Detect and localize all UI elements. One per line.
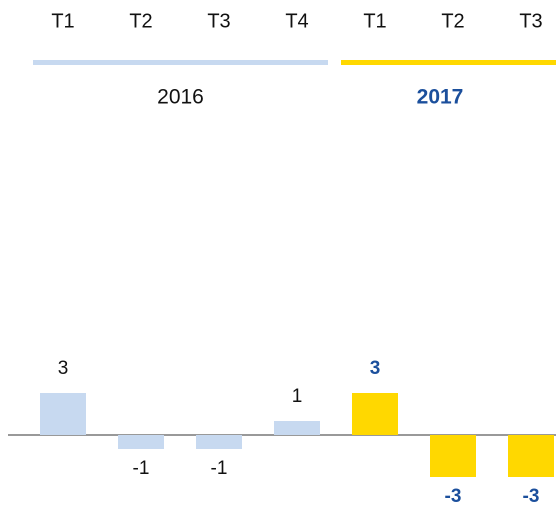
bar xyxy=(430,435,476,477)
value-label: 3 xyxy=(58,358,69,379)
category-label: T4 xyxy=(285,10,308,32)
year-line xyxy=(33,60,328,65)
bar xyxy=(118,435,164,449)
value-label: -3 xyxy=(445,486,462,507)
year-line xyxy=(341,60,556,65)
category-label: T1 xyxy=(51,10,74,32)
category-label: T2 xyxy=(441,10,464,32)
bar xyxy=(352,393,398,435)
category-label: T3 xyxy=(207,10,230,32)
value-label: -3 xyxy=(523,486,540,507)
value-label: -1 xyxy=(133,458,150,479)
bar xyxy=(274,421,320,435)
value-label: -1 xyxy=(211,458,228,479)
year-label: 2017 xyxy=(417,86,464,109)
year-label: 2016 xyxy=(157,86,204,109)
category-label: T2 xyxy=(129,10,152,32)
bar xyxy=(40,393,86,435)
value-label: 1 xyxy=(292,386,303,407)
category-label: T1 xyxy=(363,10,386,32)
bar xyxy=(196,435,242,449)
bar xyxy=(508,435,554,477)
category-label: T3 xyxy=(519,10,542,32)
value-label: 3 xyxy=(370,358,381,379)
